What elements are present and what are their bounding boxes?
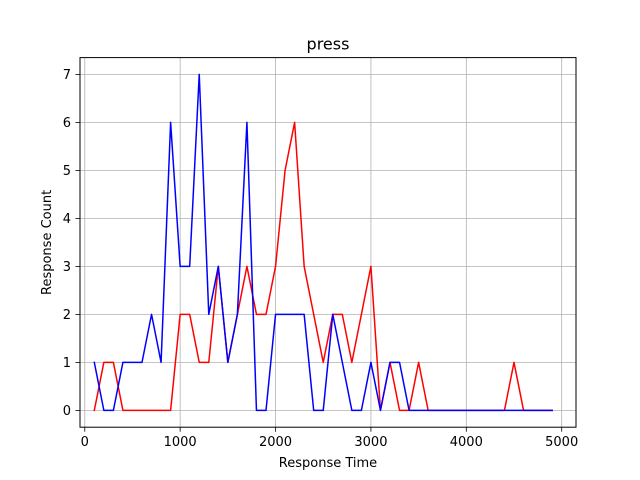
y-tick-label: 2 xyxy=(63,308,71,323)
x-tick-label: 1000 xyxy=(164,435,197,450)
x-tick-label: 0 xyxy=(81,435,89,450)
grid-lines xyxy=(80,57,576,428)
y-tick-label: 0 xyxy=(63,404,71,419)
y-tick-label: 5 xyxy=(63,164,71,179)
y-tick-label: 6 xyxy=(63,116,71,131)
y-tick-label: 7 xyxy=(63,68,71,83)
x-tick-label: 4000 xyxy=(450,435,483,450)
y-tick-label: 4 xyxy=(63,212,71,227)
series-line-2 xyxy=(93,73,553,412)
axis-ticks: 0 1000 2000 3000 4000 5000 0 1 2 3 4 5 6 7 xyxy=(63,68,579,450)
chart-title: press xyxy=(307,35,350,54)
y-tick-label: 1 xyxy=(63,356,71,371)
plot-frame xyxy=(79,57,577,428)
x-tick-label: 3000 xyxy=(354,435,387,450)
x-axis-label: Response Time xyxy=(279,456,377,471)
y-axis-label: Response Count xyxy=(40,190,55,295)
series-layer xyxy=(93,73,553,412)
y-tick-label: 3 xyxy=(63,260,71,275)
x-tick-label: 5000 xyxy=(545,435,578,450)
x-tick-label: 2000 xyxy=(259,435,292,450)
